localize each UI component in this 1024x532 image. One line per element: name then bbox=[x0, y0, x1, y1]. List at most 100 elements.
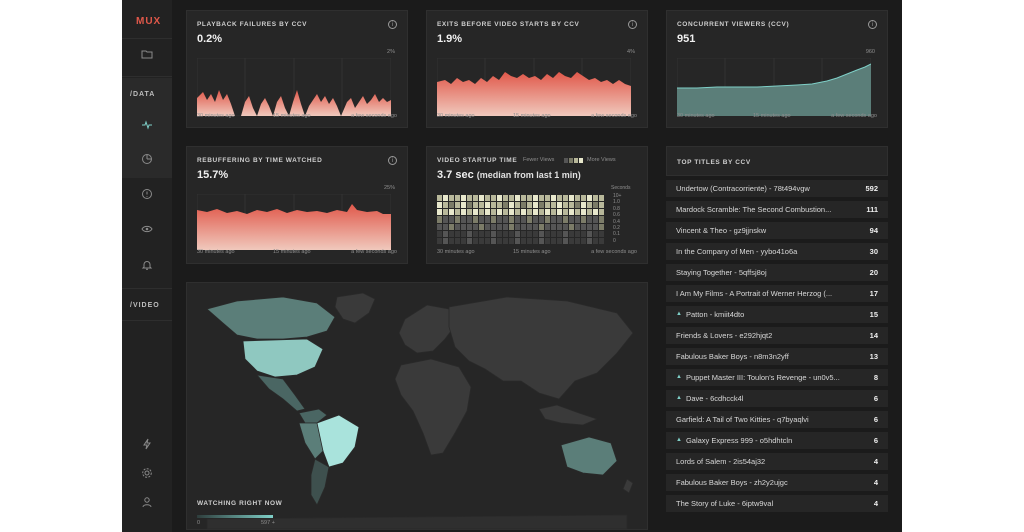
title-row[interactable]: Staying Together - 5qffsj8oj 20 bbox=[666, 263, 888, 281]
map-region-new-zealand bbox=[622, 478, 634, 494]
title-row[interactable]: Fabulous Baker Boys - n8m3n2yff 13 bbox=[666, 347, 888, 365]
heatmap-cell bbox=[473, 237, 478, 244]
title-row[interactable]: Vincent & Theo - gz9jjnskw 94 bbox=[666, 221, 888, 239]
heatmap-cell bbox=[539, 195, 544, 202]
activity-icon[interactable] bbox=[122, 114, 172, 136]
heatmap-cell bbox=[455, 223, 460, 230]
heatmap-cell bbox=[497, 216, 502, 223]
title-row[interactable]: Lords of Salem - 2is54aj32 4 bbox=[666, 452, 888, 470]
title-row[interactable]: Undertow (Contracorriente) - 78t494vgw 59… bbox=[666, 179, 888, 197]
gear-icon[interactable] bbox=[122, 462, 172, 484]
heatmap-cell bbox=[437, 202, 442, 209]
exits-before-start-chart bbox=[437, 58, 631, 116]
alert-icon[interactable] bbox=[122, 183, 172, 205]
pie-chart-icon[interactable] bbox=[122, 148, 172, 170]
heatmap-cell bbox=[491, 230, 496, 237]
title-row[interactable]: In the Company of Men - yybo41o6a 30 bbox=[666, 242, 888, 260]
info-icon[interactable]: i bbox=[628, 20, 637, 29]
heatmap-cell bbox=[545, 216, 550, 223]
title-name: In the Company of Men - yybo41o6a bbox=[676, 246, 798, 256]
panel-title: PLAYBACK FAILURES BY CCV bbox=[197, 21, 308, 28]
title-row[interactable]: Fabulous Baker Boys - zh2y2ujgc 4 bbox=[666, 473, 888, 491]
heatmap-cell bbox=[575, 230, 580, 237]
heatmap-cell bbox=[509, 209, 514, 216]
heatmap-cell bbox=[485, 237, 490, 244]
info-icon[interactable]: i bbox=[388, 20, 397, 29]
sidebar-divider bbox=[122, 76, 172, 77]
heatmap-cell bbox=[449, 209, 454, 216]
heatmap-cell bbox=[557, 223, 562, 230]
title-row[interactable]: The Story of Luke - 6iptw9val 4 bbox=[666, 494, 888, 512]
bell-icon[interactable] bbox=[122, 254, 172, 276]
playback-failures-panel: PLAYBACK FAILURES BY CCV i 0.2% 2% 30 mi… bbox=[186, 10, 408, 128]
heatmap-cell bbox=[485, 209, 490, 216]
title-name: Undertow (Contracorriente) - 78t494vgw bbox=[676, 183, 810, 193]
y-axis-max: 25% bbox=[383, 185, 395, 191]
heatmap-cell bbox=[491, 216, 496, 223]
heatmap-cell bbox=[539, 230, 544, 237]
heatmap-cell bbox=[593, 216, 598, 223]
startup-sub: (median from last 1 min) bbox=[476, 170, 581, 180]
sidebar-video-label[interactable]: /VIDEO bbox=[130, 302, 160, 309]
heatmap-cell bbox=[563, 223, 568, 230]
title-count: 13 bbox=[869, 351, 878, 361]
trend-up-icon: ▲ bbox=[676, 395, 682, 402]
title-row[interactable]: ▲ Dave - 6cdhcck4l 6 bbox=[666, 389, 888, 407]
title-row[interactable]: ▲ Galaxy Express 999 - o5hdhtcln 6 bbox=[666, 431, 888, 449]
heatmap-cell bbox=[455, 202, 460, 209]
heatmap-cell bbox=[593, 223, 598, 230]
title-row[interactable]: I Am My Films - A Portrait of Werner Her… bbox=[666, 284, 888, 302]
title-count: 94 bbox=[869, 225, 878, 235]
heatmap-cell bbox=[545, 202, 550, 209]
title-row[interactable]: Friends & Lovers - e292hjqt2 14 bbox=[666, 326, 888, 344]
heatmap-cell bbox=[443, 237, 448, 244]
bolt-icon[interactable] bbox=[122, 433, 172, 455]
heatmap-cell bbox=[521, 237, 526, 244]
folder-icon[interactable] bbox=[122, 43, 172, 65]
heatmap-cell bbox=[449, 195, 454, 202]
time-label: 30 minutes ago bbox=[197, 113, 235, 119]
heatmap-cell bbox=[443, 216, 448, 223]
heatmap-cell bbox=[569, 202, 574, 209]
sidebar-data-label[interactable]: /DATA bbox=[130, 91, 156, 98]
heatmap-cell bbox=[533, 223, 538, 230]
heatmap-cell bbox=[497, 230, 502, 237]
heatmap-cell bbox=[479, 230, 484, 237]
top-titles-list: Undertow (Contracorriente) - 78t494vgw 59… bbox=[666, 179, 888, 512]
playback-failures-chart bbox=[197, 58, 391, 116]
trend-up-icon: ▲ bbox=[676, 437, 682, 444]
title-row[interactable]: Garfield: A Tail of Two Kitties - q7byaq… bbox=[666, 410, 888, 428]
heatmap-cell bbox=[473, 195, 478, 202]
heatmap-cell bbox=[479, 195, 484, 202]
map-region-colombia bbox=[298, 408, 328, 424]
heatmap-cell bbox=[527, 237, 532, 244]
title-row[interactable]: ▲ Puppet Master III: Toulon's Revenge - u… bbox=[666, 368, 888, 386]
eye-icon[interactable] bbox=[122, 218, 172, 240]
heatmap-cell bbox=[437, 230, 442, 237]
info-icon[interactable]: i bbox=[868, 20, 877, 29]
title-row[interactable]: ▲ Patton - kmiit4dto 15 bbox=[666, 305, 888, 323]
title-count: 6 bbox=[873, 393, 878, 403]
heatmap-cell bbox=[593, 209, 598, 216]
heatmap-cell bbox=[581, 202, 586, 209]
map-scale-min: 0 bbox=[197, 520, 201, 526]
heatmap-cell bbox=[503, 223, 508, 230]
time-label: 15 minutes ago bbox=[513, 249, 551, 255]
heatmap-cell bbox=[587, 202, 592, 209]
time-axis: 30 minutes ago 15 minutes ago a few seco… bbox=[437, 113, 637, 121]
panel-value: 951 bbox=[677, 33, 696, 45]
user-icon[interactable] bbox=[122, 491, 172, 513]
top-titles-heading: TOP TITLES BY CCV bbox=[666, 146, 888, 176]
title-name: Patton - kmiit4dto bbox=[685, 309, 745, 319]
heatmap-cell bbox=[461, 195, 466, 202]
title-name: Fabulous Baker Boys - zh2y2ujgc bbox=[676, 477, 788, 487]
panel-title: CONCURRENT VIEWERS (CCV) bbox=[677, 21, 790, 28]
heatmap-cell bbox=[521, 230, 526, 237]
heatmap-cell bbox=[497, 237, 502, 244]
time-axis: 30 minutes ago 15 minutes ago a few seco… bbox=[197, 249, 397, 257]
world-map bbox=[206, 292, 634, 529]
info-icon[interactable]: i bbox=[388, 156, 397, 165]
title-row[interactable]: Mardock Scramble: The Second Combustion.… bbox=[666, 200, 888, 218]
time-axis: 30 minutes ago 15 minutes ago a few seco… bbox=[437, 249, 637, 257]
title-name: Galaxy Express 999 - o5hdhtcln bbox=[685, 435, 793, 445]
